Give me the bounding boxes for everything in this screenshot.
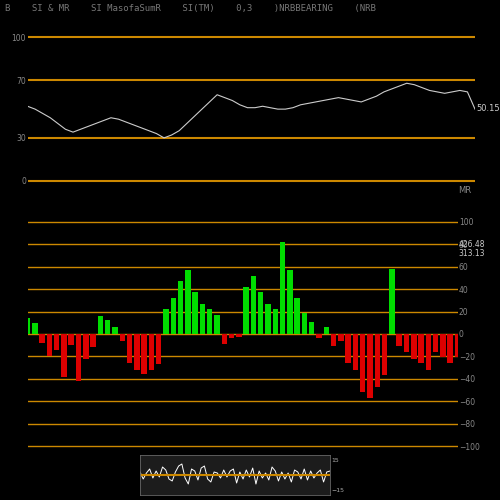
Bar: [309, 322, 314, 334]
Bar: [294, 298, 300, 334]
Bar: [396, 334, 402, 346]
Bar: [404, 334, 409, 352]
Bar: [426, 334, 431, 370]
Bar: [68, 334, 74, 345]
Bar: [433, 334, 438, 352]
Bar: [163, 310, 168, 334]
Bar: [120, 334, 125, 340]
Bar: [105, 320, 110, 334]
Bar: [346, 334, 351, 363]
Bar: [207, 310, 212, 334]
Bar: [46, 334, 52, 356]
Bar: [61, 334, 66, 376]
Bar: [455, 334, 460, 357]
Bar: [178, 281, 184, 334]
Bar: [382, 334, 388, 376]
Bar: [170, 298, 176, 334]
Bar: [200, 304, 205, 334]
Bar: [418, 334, 424, 363]
Bar: [389, 269, 394, 334]
Text: B    SI & MR    SI MasofaSumR    SI(TM)    0,3    )NRBBEARING    (NRB: B SI & MR SI MasofaSumR SI(TM) 0,3 )NRBB…: [5, 4, 376, 13]
Text: 426.48: 426.48: [458, 240, 485, 248]
Bar: [266, 304, 270, 334]
Bar: [40, 334, 45, 343]
Bar: [287, 270, 292, 334]
Bar: [98, 316, 103, 334]
Bar: [280, 242, 285, 334]
Bar: [236, 334, 242, 338]
Bar: [258, 292, 264, 334]
Bar: [448, 334, 453, 363]
Bar: [148, 334, 154, 370]
Bar: [324, 327, 329, 334]
Bar: [331, 334, 336, 346]
Bar: [192, 292, 198, 334]
Text: MR: MR: [458, 186, 471, 195]
Bar: [222, 334, 227, 344]
Text: 50.15: 50.15: [476, 104, 500, 114]
Bar: [156, 334, 162, 364]
Bar: [142, 334, 147, 374]
Bar: [374, 334, 380, 386]
Bar: [54, 334, 60, 349]
Bar: [25, 318, 30, 334]
Bar: [214, 315, 220, 334]
Bar: [244, 287, 249, 334]
Bar: [127, 334, 132, 363]
Bar: [272, 310, 278, 334]
Bar: [76, 334, 81, 381]
Bar: [250, 276, 256, 334]
Bar: [229, 334, 234, 338]
Bar: [360, 334, 366, 392]
Bar: [352, 334, 358, 370]
Bar: [134, 334, 140, 370]
Bar: [32, 322, 38, 334]
Bar: [411, 334, 416, 358]
Bar: [440, 334, 446, 357]
Bar: [338, 334, 344, 340]
Bar: [83, 334, 88, 358]
Bar: [316, 334, 322, 338]
Bar: [90, 334, 96, 347]
Text: 313.13: 313.13: [458, 248, 485, 258]
Bar: [185, 270, 190, 334]
Bar: [302, 312, 307, 334]
Bar: [112, 327, 117, 334]
Bar: [368, 334, 373, 398]
